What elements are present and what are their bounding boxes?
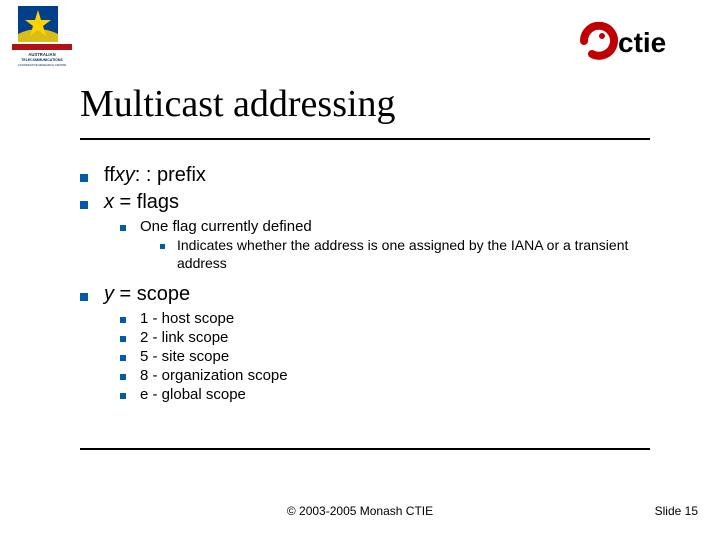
bullet-one-flag: One flag currently defined bbox=[120, 218, 660, 235]
slide-label: Slide bbox=[655, 504, 685, 518]
square-bullet-icon bbox=[120, 393, 126, 399]
logo-right: ctie bbox=[580, 22, 700, 60]
square-bullet-icon bbox=[120, 336, 126, 342]
text-italic: y bbox=[104, 283, 114, 305]
scope-item: 1 - host scope bbox=[120, 310, 660, 327]
footer-slide-number: Slide 15 bbox=[655, 504, 698, 518]
bullet-text: 8 - organization scope bbox=[140, 367, 288, 384]
bullet-prefix: ffxy: : prefix bbox=[80, 164, 660, 187]
bullet-text: 1 - host scope bbox=[140, 310, 234, 327]
bullet-text: Indicates whether the address is one ass… bbox=[177, 237, 660, 272]
bullet-text: ffxy: : prefix bbox=[104, 164, 206, 187]
bullet-text: e - global scope bbox=[140, 386, 246, 403]
bullet-x-flags: x = flags bbox=[80, 191, 660, 214]
content-area: ffxy: : prefix x = flags One flag curren… bbox=[80, 164, 660, 405]
bullet-iana: Indicates whether the address is one ass… bbox=[160, 237, 660, 272]
text-post: : : prefix bbox=[135, 164, 206, 186]
scope-item: e - global scope bbox=[120, 386, 660, 403]
square-bullet-icon bbox=[80, 201, 88, 209]
svg-text:COOPERATIVE RESEARCH CENTRE: COOPERATIVE RESEARCH CENTRE bbox=[18, 63, 67, 67]
svg-text:ctie: ctie bbox=[618, 27, 666, 58]
square-bullet-icon bbox=[120, 225, 126, 231]
bullet-text: y = scope bbox=[104, 283, 190, 306]
text-italic: xy bbox=[115, 164, 135, 186]
text-post: = flags bbox=[114, 191, 179, 213]
text-post: = scope bbox=[114, 283, 190, 305]
scope-item: 5 - site scope bbox=[120, 348, 660, 365]
slide-num: 15 bbox=[685, 504, 698, 518]
bullet-text: 2 - link scope bbox=[140, 329, 228, 346]
bullet-text: One flag currently defined bbox=[140, 218, 312, 235]
text-pre: ff bbox=[104, 164, 115, 186]
bullet-text: x = flags bbox=[104, 191, 179, 214]
scope-item: 8 - organization scope bbox=[120, 367, 660, 384]
footer-copyright: © 2003-2005 Monash CTIE bbox=[0, 504, 720, 518]
rule-top bbox=[80, 138, 650, 140]
scope-item: 2 - link scope bbox=[120, 329, 660, 346]
bullet-y-scope: y = scope bbox=[80, 283, 660, 306]
rule-bottom bbox=[80, 448, 650, 450]
slide-title: Multicast addressing bbox=[80, 82, 396, 126]
bullet-text: 5 - site scope bbox=[140, 348, 229, 365]
square-bullet-icon bbox=[80, 293, 88, 301]
svg-text:TELECOMMUNICATIONS: TELECOMMUNICATIONS bbox=[21, 58, 63, 62]
logo-left: AUSTRALIAN TELECOMMUNICATIONS COOPERATIV… bbox=[10, 4, 75, 69]
text-italic: x bbox=[104, 191, 114, 213]
square-bullet-icon bbox=[160, 244, 165, 249]
square-bullet-icon bbox=[120, 355, 126, 361]
square-bullet-icon bbox=[80, 174, 88, 182]
svg-text:AUSTRALIAN: AUSTRALIAN bbox=[28, 52, 55, 57]
square-bullet-icon bbox=[120, 317, 126, 323]
square-bullet-icon bbox=[120, 374, 126, 380]
